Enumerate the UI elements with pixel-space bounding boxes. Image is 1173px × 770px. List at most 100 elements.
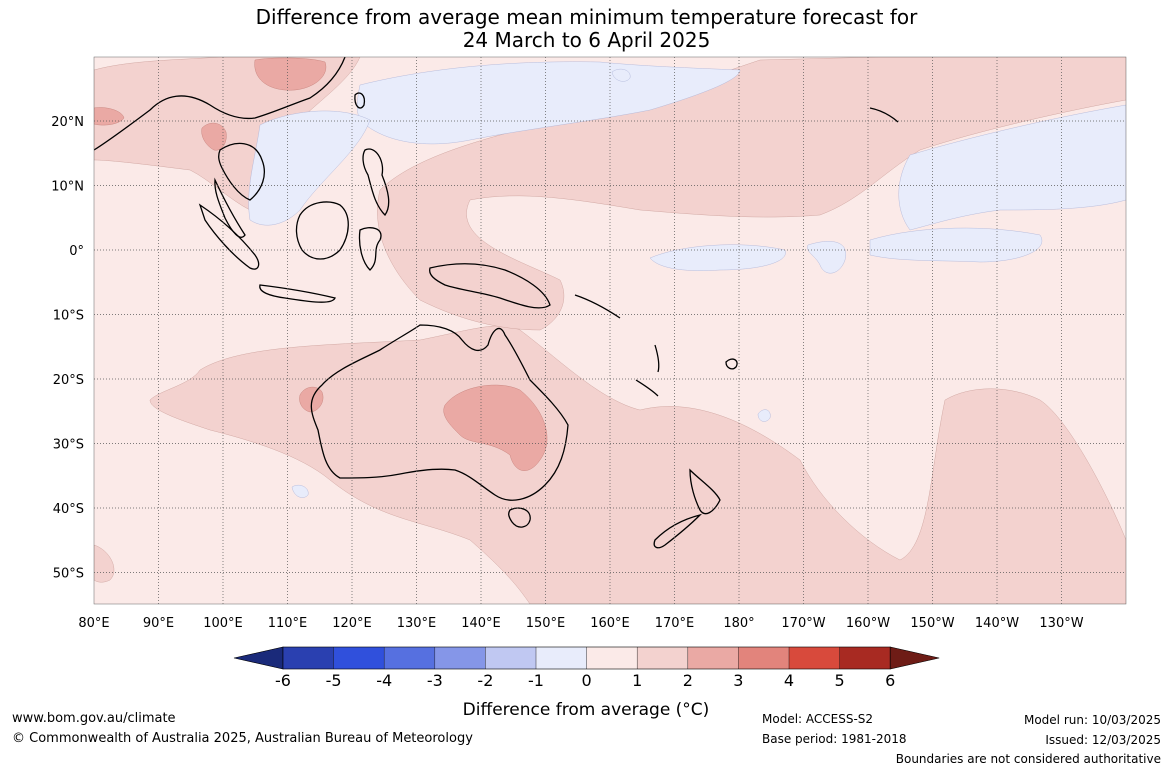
anomaly-region-2-to-3	[443, 384, 548, 471]
latitude-label: 10°N	[51, 180, 84, 195]
colorbar-tick-label: 3	[733, 671, 743, 690]
java-coastline	[259, 284, 336, 303]
longitude-label: 130°E	[397, 616, 437, 631]
anomaly-region-1-to-2	[94, 544, 115, 583]
colorbar-tick-label: -6	[275, 671, 291, 690]
longitude-label: 170°E	[655, 616, 695, 631]
latitude-label: 20°N	[51, 115, 84, 130]
tasmania-coastline	[508, 507, 531, 528]
colorbar-segment	[384, 647, 435, 669]
colorbar-segment	[536, 647, 587, 669]
colorbar-segment	[283, 647, 334, 669]
colorbar-segment	[789, 647, 840, 669]
latitude-label: 30°S	[53, 438, 84, 453]
anomaly-region-minus-1-to-0	[357, 61, 741, 145]
colorbar-segment	[687, 647, 739, 669]
new-guinea-coastline	[429, 263, 551, 309]
colorbar-tick-label: 4	[784, 671, 794, 690]
longitude-labels: 80°E 90°E 100°E 110°E 120°E 130°E 140°E 150°E 16…	[78, 616, 1083, 631]
colorbar: -6 -5 -4 -3 -2 -1 0 1 2 3 4 5 6	[233, 646, 940, 690]
issued-text: Issued: 12/03/2025	[1045, 733, 1161, 747]
longitude-label: 160°E	[590, 616, 630, 631]
anomaly-region-minus-1-to-0	[649, 244, 786, 271]
coastlines	[94, 57, 899, 549]
colorbar-segment	[434, 647, 486, 669]
solomon-islands-coastline	[574, 294, 621, 319]
colorbar-extension-low	[233, 646, 284, 670]
sumatra-coastline	[198, 203, 260, 270]
colorbar-tick-label: -2	[477, 671, 493, 690]
anomaly-shading	[94, 57, 1126, 604]
colorbar-label: Difference from average (°C)	[463, 700, 710, 720]
colorbar-tick-label: 6	[885, 671, 895, 690]
colorbar-segment	[839, 647, 891, 669]
anomaly-region-minus-1-to-0	[291, 484, 309, 498]
latitude-labels: 20°N 10°N 0° 10°S 20°S 30°S 40°S 50°S	[51, 115, 84, 582]
colorbar-tick-label: 5	[835, 671, 845, 690]
indochina-coastline	[218, 142, 265, 201]
sulawesi-coastline	[358, 227, 382, 271]
anomaly-region-minus-1-to-0	[248, 110, 371, 226]
colorbar-tick-label: -5	[326, 671, 342, 690]
new-zealand-coastline	[689, 468, 721, 515]
base-period-text: Base period: 1981-2018	[762, 732, 907, 746]
malay-peninsula-coastline	[214, 177, 246, 238]
anomaly-region-minus-1-to-0	[807, 241, 846, 274]
colorbar-tick-label: 0	[582, 671, 592, 690]
anomaly-region-minus-1-to-0	[898, 104, 1126, 231]
disclaimer-text: Boundaries are not considered authoritat…	[895, 752, 1161, 766]
colorbar-segment	[333, 647, 385, 669]
vanuatu-coastline	[654, 344, 660, 373]
map-title-line-2: 24 March to 6 April 2025	[462, 28, 711, 52]
latitude-label: 10°S	[53, 309, 84, 324]
colorbar-tick-label: 2	[683, 671, 693, 690]
longitude-label: 160°W	[846, 616, 890, 631]
australia-coastline	[310, 324, 569, 501]
anomaly-region-2-to-3	[94, 107, 125, 126]
copyright-text: © Commonwealth of Australia 2025, Austra…	[12, 731, 473, 746]
taiwan-coastline	[354, 92, 366, 109]
longitude-label: 150°W	[910, 616, 954, 631]
colorbar-segment	[586, 647, 638, 669]
longitude-label: 140°E	[461, 616, 501, 631]
website-link[interactable]: www.bom.gov.au/climate	[12, 711, 176, 726]
latitude-label: 0°	[69, 244, 84, 259]
hawaii-coastline	[869, 107, 899, 123]
anomaly-region-1-to-2	[149, 325, 1126, 604]
colorbar-tick-label: 1	[632, 671, 642, 690]
latitude-label: 50°S	[53, 567, 84, 582]
colorbar-segment	[637, 647, 688, 669]
map-frame	[93, 56, 1127, 605]
philippines-coastline	[362, 148, 390, 217]
new-caledonia-coastline	[635, 379, 659, 397]
model-run-text: Model run: 10/03/2025	[1023, 713, 1161, 727]
latitude-label: 40°S	[53, 502, 84, 517]
latitude-label: 20°S	[53, 373, 84, 388]
colorbar-segment	[738, 647, 789, 669]
asia-coastline	[94, 57, 346, 151]
longitude-label: 80°E	[78, 616, 109, 631]
colorbar-tick-label: -1	[528, 671, 544, 690]
longitude-label: 180°	[723, 616, 754, 631]
new-zealand-coastline	[653, 513, 703, 549]
longitude-label: 100°E	[203, 616, 243, 631]
fiji-coastline	[725, 358, 738, 370]
longitude-label: 150°E	[526, 616, 566, 631]
gridlines	[94, 57, 1126, 604]
model-text: Model: ACCESS-S2	[762, 712, 874, 726]
longitude-label: 110°E	[268, 616, 308, 631]
map-plot-area	[93, 56, 1127, 605]
anomaly-region-minus-1-to-0	[757, 409, 771, 422]
map-title-line-1: Difference from average mean minimum tem…	[255, 5, 918, 29]
longitude-label: 90°E	[143, 616, 174, 631]
anomaly-region-minus-1-to-0	[869, 227, 1043, 263]
longitude-label: 120°E	[332, 616, 372, 631]
colorbar-tick-label: -4	[376, 671, 392, 690]
colorbar-extension-high	[889, 646, 940, 670]
longitude-label: 140°W	[975, 616, 1019, 631]
anomaly-region-2-to-3	[254, 57, 327, 91]
longitude-label: 170°W	[781, 616, 825, 631]
anomaly-region-2-to-3	[201, 122, 227, 151]
longitude-label: 130°W	[1039, 616, 1083, 631]
